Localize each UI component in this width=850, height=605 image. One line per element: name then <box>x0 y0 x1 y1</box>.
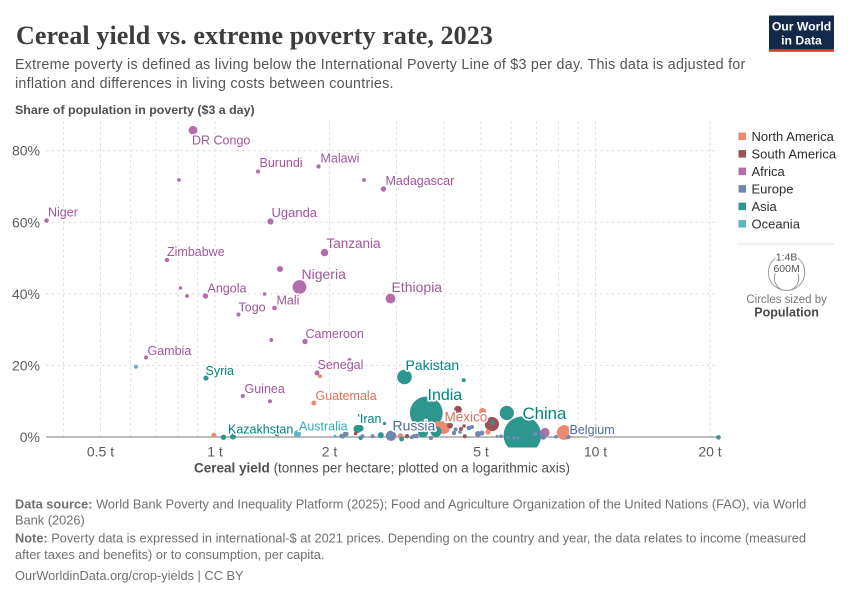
svg-text:Extreme poverty is defined as: Extreme poverty is defined as living bel… <box>15 57 746 73</box>
svg-text:Malawi: Malawi <box>321 152 360 166</box>
svg-text:OurWorldinData.org/crop-yields: OurWorldinData.org/crop-yields | CC BY <box>15 568 244 583</box>
svg-text:India: India <box>428 387 463 404</box>
svg-text:inflation and differences in l: inflation and differences in living cost… <box>15 76 394 92</box>
svg-text:Oceania: Oceania <box>752 216 801 231</box>
svg-text:2 t: 2 t <box>322 444 338 460</box>
svg-text:Madagascar: Madagascar <box>386 174 455 188</box>
svg-text:Niger: Niger <box>48 206 78 220</box>
svg-text:Guinea: Guinea <box>245 382 285 396</box>
svg-text:Cameroon: Cameroon <box>306 327 364 341</box>
svg-text:'Iran: 'Iran <box>358 412 382 426</box>
svg-text:Data source: World Bank Povert: Data source: World Bank Poverty and Ineq… <box>15 497 806 512</box>
svg-text:Togo: Togo <box>239 301 266 315</box>
svg-text:China: China <box>523 404 568 423</box>
svg-text:DR Congo: DR Congo <box>192 134 250 148</box>
svg-text:1 t: 1 t <box>207 444 223 460</box>
svg-text:Population: Population <box>754 306 819 320</box>
svg-text:Uganda: Uganda <box>272 205 318 220</box>
svg-text:Syria: Syria <box>206 364 235 378</box>
svg-text:80%: 80% <box>12 143 40 159</box>
svg-text:Ethiopia: Ethiopia <box>392 279 443 295</box>
svg-text:Pakistan: Pakistan <box>406 357 460 373</box>
svg-text:South America: South America <box>752 146 837 161</box>
svg-text:Cereal yield vs. extreme pover: Cereal yield vs. extreme poverty rate, 2… <box>16 21 493 50</box>
svg-text:Angola: Angola <box>208 282 247 296</box>
svg-text:Burundi: Burundi <box>260 156 303 170</box>
svg-text:Nigeria: Nigeria <box>302 266 347 282</box>
svg-text:Cereal yield (tonnes per hecta: Cereal yield (tonnes per hectare; plotte… <box>194 461 570 476</box>
svg-text:Africa: Africa <box>752 164 786 179</box>
svg-text:Mali: Mali <box>277 294 300 308</box>
svg-text:0%: 0% <box>20 429 40 445</box>
svg-text:Mexico: Mexico <box>445 410 488 425</box>
svg-text:40%: 40% <box>12 286 40 302</box>
svg-text:0.5 t: 0.5 t <box>87 444 114 460</box>
svg-text:20 t: 20 t <box>698 444 721 460</box>
svg-text:Circles sized by: Circles sized by <box>746 294 827 306</box>
svg-text:60%: 60% <box>12 214 40 230</box>
svg-text:in Data: in Data <box>781 34 822 48</box>
svg-text:Belgium: Belgium <box>570 423 615 437</box>
svg-text:Senegal: Senegal <box>318 358 364 372</box>
svg-text:Guatemala: Guatemala <box>316 389 377 403</box>
svg-text:Russia: Russia <box>393 418 436 434</box>
svg-text:5 t: 5 t <box>473 444 489 460</box>
svg-text:Asia: Asia <box>752 199 778 214</box>
svg-text:Tanzania: Tanzania <box>327 236 382 251</box>
svg-text:10 t: 10 t <box>584 444 607 460</box>
svg-text:after taxes and benefits) or t: after taxes and benefits) or to consumpt… <box>15 547 324 562</box>
svg-text:Share of population in poverty: Share of population in poverty ($3 a day… <box>15 103 255 117</box>
svg-text:Note: Poverty data is expresse: Note: Poverty data is expressed in inter… <box>15 531 806 546</box>
svg-text:Our World: Our World <box>772 19 831 33</box>
svg-text:1:4B: 1:4B <box>776 252 798 264</box>
svg-text:20%: 20% <box>12 357 40 373</box>
svg-text:North America: North America <box>752 129 835 144</box>
svg-text:Bank (2026): Bank (2026) <box>15 513 85 528</box>
svg-text:600M: 600M <box>773 263 799 275</box>
svg-text:Europe: Europe <box>752 181 794 196</box>
svg-text:Gambia: Gambia <box>148 344 192 358</box>
svg-text:Zimbabwe: Zimbabwe <box>167 245 225 259</box>
svg-text:Kazakhstan: Kazakhstan <box>228 423 293 437</box>
svg-text:Australia: Australia <box>299 420 348 434</box>
